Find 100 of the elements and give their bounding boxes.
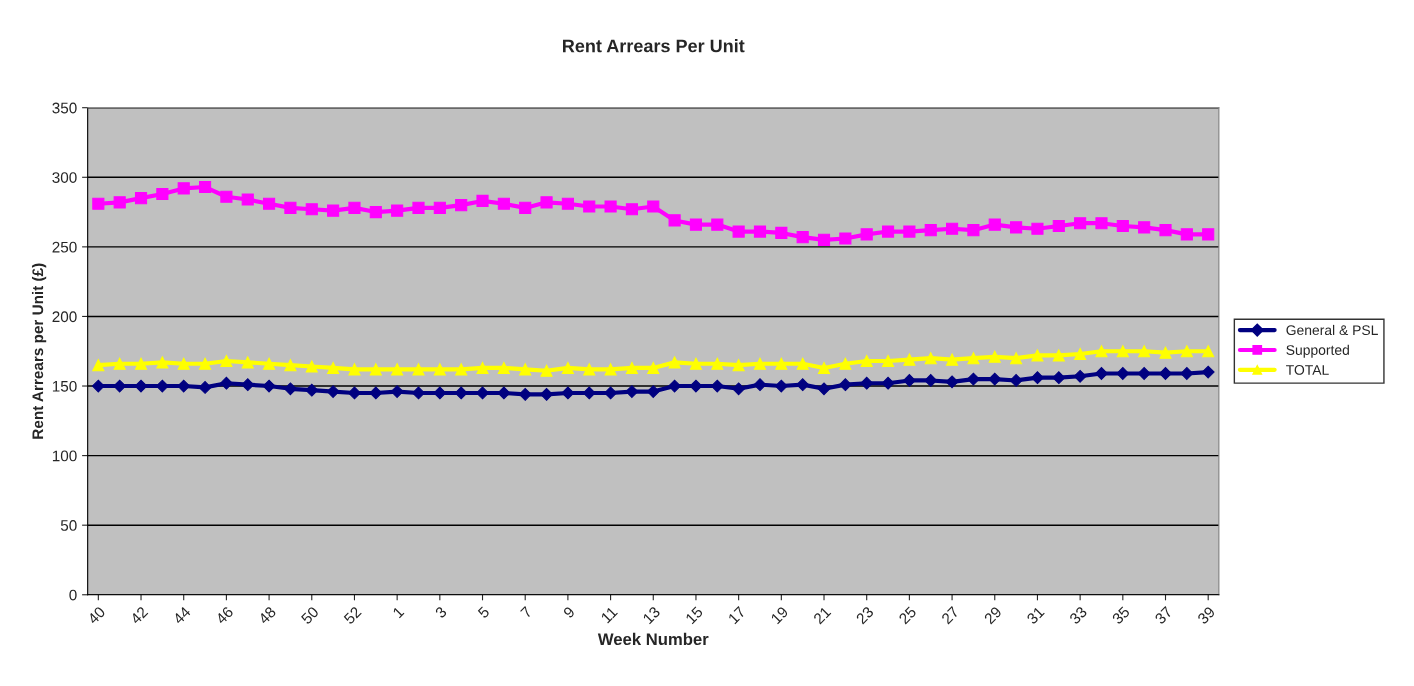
point — [177, 357, 190, 370]
point — [92, 197, 105, 210]
x-tick-label: 25 — [898, 605, 917, 625]
point — [241, 378, 255, 392]
point — [1010, 221, 1023, 234]
point — [391, 204, 404, 217]
point — [817, 233, 831, 246]
point — [92, 359, 105, 372]
y-tick-label: 150 — [52, 380, 77, 392]
point — [838, 378, 852, 392]
point — [625, 203, 638, 216]
point — [284, 201, 297, 214]
point — [753, 378, 767, 392]
point — [198, 357, 212, 370]
point — [946, 222, 959, 235]
point — [348, 386, 361, 400]
x-tick-label: 7 — [520, 606, 533, 619]
point — [711, 357, 724, 370]
x-tick-label: 44 — [172, 605, 192, 625]
x-tick-label: 40 — [86, 605, 106, 625]
point — [1052, 219, 1065, 233]
point — [198, 180, 212, 194]
point — [902, 374, 916, 387]
x-tick-label: 1 — [392, 606, 405, 619]
point — [1201, 365, 1215, 379]
point — [924, 374, 938, 387]
point — [689, 218, 703, 231]
point — [497, 361, 510, 375]
x-tick-label: 27 — [940, 606, 960, 625]
x-axis-title: Week Number — [597, 632, 709, 646]
point — [924, 224, 937, 237]
point — [262, 379, 276, 393]
x-tick-label: 9 — [562, 605, 576, 619]
point — [1159, 367, 1172, 380]
y-tick-label: 250 — [52, 241, 77, 253]
point — [775, 226, 788, 240]
point — [668, 356, 681, 369]
point — [647, 361, 660, 375]
point — [156, 356, 169, 369]
point — [305, 360, 318, 373]
y-tick-label: 300 — [52, 172, 77, 183]
point — [732, 359, 745, 372]
point — [220, 354, 233, 368]
point — [284, 382, 297, 396]
point — [839, 357, 852, 370]
x-tick-label: 42 — [129, 606, 149, 625]
point — [540, 196, 553, 209]
point — [369, 363, 382, 376]
x-tick-label: 50 — [300, 605, 320, 625]
x-tick-label: 15 — [685, 606, 704, 625]
point — [967, 352, 980, 365]
point — [583, 200, 596, 213]
point — [583, 363, 596, 376]
point — [1180, 367, 1194, 380]
y-tick-label: 0 — [69, 589, 77, 601]
point — [817, 382, 831, 396]
point — [369, 206, 382, 219]
x-tick-label: 52 — [343, 606, 362, 625]
point — [945, 375, 959, 389]
x-tick-label: 37 — [1154, 606, 1173, 625]
point — [796, 357, 809, 370]
point — [134, 192, 148, 205]
point — [412, 201, 425, 214]
point — [1010, 352, 1023, 365]
point — [946, 353, 959, 366]
y-tick-label: 350 — [52, 102, 77, 114]
point — [1052, 371, 1066, 385]
point — [988, 350, 1001, 363]
point — [753, 357, 767, 370]
point — [348, 201, 361, 214]
point — [412, 363, 425, 376]
point — [1095, 345, 1108, 358]
point — [1073, 369, 1087, 383]
point — [177, 182, 190, 195]
legend-label: Supported — [1286, 344, 1349, 358]
point — [1202, 345, 1215, 358]
point — [113, 357, 126, 370]
point — [604, 386, 617, 400]
point — [113, 196, 126, 209]
point — [155, 379, 169, 393]
point — [860, 228, 873, 241]
point — [732, 225, 745, 238]
point — [198, 381, 212, 394]
point — [219, 376, 233, 390]
point — [646, 385, 660, 398]
x-tick-label: 46 — [214, 605, 234, 625]
point — [1031, 371, 1044, 385]
point — [454, 386, 468, 400]
point — [348, 363, 361, 376]
chart-title: Rent Arrears Per Unit — [563, 39, 745, 53]
point — [881, 354, 895, 368]
point — [390, 385, 404, 398]
point — [1138, 221, 1151, 234]
y-tick-label: 200 — [52, 311, 77, 323]
x-tick-label: 39 — [1196, 605, 1216, 625]
point — [903, 225, 916, 238]
point — [1202, 228, 1215, 241]
legend-label: TOTAL — [1286, 365, 1329, 375]
point — [1159, 346, 1172, 359]
point — [1009, 374, 1023, 387]
